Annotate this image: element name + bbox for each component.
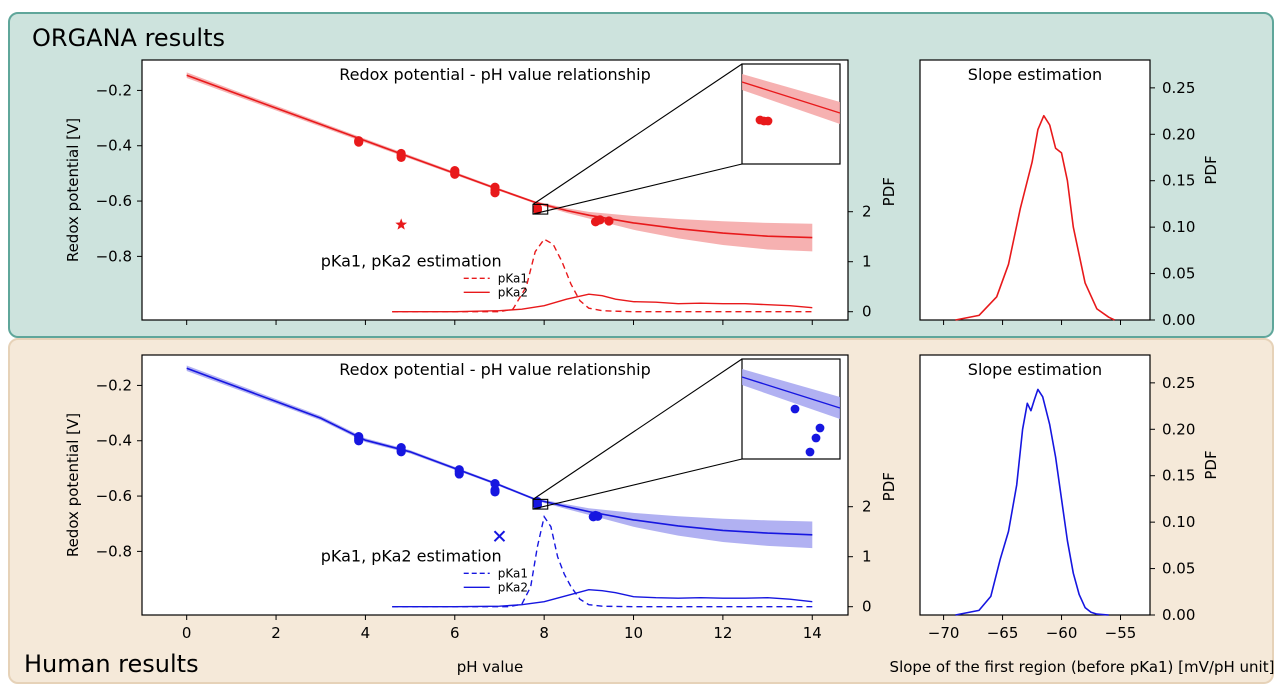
human-redox-pdf-tick-label: 0 [862,598,872,616]
organa-redox-legend-pka2-label: pKa2 [498,285,528,299]
human-redox-y-tick-label: −0.4 [96,432,132,450]
human-redox-data-point [455,469,464,478]
organa-slope-plot-area [920,60,1150,320]
organa-slope-y-axis-label: PDF [1202,155,1220,184]
organa-redox-pdf-axis-label: PDF [880,177,898,206]
human-slope-chart-title: Slope estimation [968,360,1102,379]
human-redox-pdf-axis-label: PDF [880,472,898,501]
organa-slope-y-tick-label: 0.25 [1162,79,1195,97]
organa-redox-pdf-tick-label: 2 [862,203,872,221]
organa-redox-chart-title: Redox potential - pH value relationship [339,65,650,84]
human-slope-y-tick-label: 0.20 [1162,420,1195,438]
human-redox-legend-pka2-label: pKa2 [498,580,528,594]
organa-redox-y-tick-label: −0.6 [96,192,132,210]
human-redox-data-point [593,512,602,521]
human-redox-x-tick-label: 8 [539,624,549,642]
human-slope-y-tick-label: 0.25 [1162,374,1195,392]
human-redox-x-tick-label: 2 [271,624,281,642]
human-slope-y-axis-label: PDF [1202,450,1220,479]
human-redox-x-tick-label: 14 [803,624,822,642]
human-slope-x-tick-label: −60 [1046,624,1078,642]
human-slope-plot-area [920,355,1150,615]
slope-x-axis-label: Slope of the first region (before pKa1) … [890,658,1275,676]
human-redox-y-tick-label: −0.2 [96,376,132,394]
organa-redox-y-tick-label: −0.4 [96,137,132,155]
human-redox-pdf-tick-label: 2 [862,498,872,516]
human-redox-x-tick-label: 12 [713,624,732,642]
human-redox-y-axis-label: Redox potential [V] [64,413,82,557]
organa-redox-y-tick-label: −0.8 [96,247,132,265]
organa-redox-inset-point [764,117,773,126]
organa-redox-y-tick-label: −0.2 [96,81,132,99]
human-redox-data-point [354,436,363,445]
organa-results-label: ORGANA results [32,24,225,52]
human-redox-y-tick-label: −0.6 [96,487,132,505]
human-redox-inset-point [812,434,821,443]
human-redox-chart: Redox potential - pH value relationship p… [64,355,898,642]
human-slope-y-tick-label: 0.05 [1162,560,1195,578]
human-redox-y-tick-label: −0.8 [96,542,132,560]
human-redox-x-tick-label: 0 [182,624,192,642]
human-redox-x-tick-label: 4 [361,624,371,642]
human-slope-x-tick-label: −55 [1105,624,1137,642]
organa-redox-pdf-tick-label: 1 [862,253,872,271]
human-slope-chart: Slope estimation −70 −65 −60 −55 0.00 0.05 0.10… [920,355,1220,642]
human-redox-x-tick-label: 10 [624,624,643,642]
human-redox-pdf-tick-label: 1 [862,548,872,566]
organa-redox-pdf-tick-label: 0 [862,303,872,321]
organa-redox-data-point [354,138,363,147]
organa-redox-legend-pka1-label: pKa1 [498,271,528,285]
human-redox-data-point [490,487,499,496]
human-redox-inset-point [791,405,800,414]
human-redox-pdf-annotation: pKa1, pKa2 estimation [321,547,502,566]
human-slope-x-tick-label: −65 [987,624,1019,642]
redox-x-axis-label: pH value [457,658,524,676]
organa-redox-data-point [450,170,459,179]
organa-redox-y-axis-label: Redox potential [V] [64,118,82,262]
human-redox-x-tick-label: 6 [450,624,460,642]
organa-redox-pdf-annotation: pKa1, pKa2 estimation [321,252,502,271]
human-redox-legend-pka1-label: pKa1 [498,566,528,580]
human-redox-inset-point [816,424,825,433]
organa-slope-chart: Slope estimation 0.00 0.05 0.10 0.15 0.20 0.25… [920,60,1220,329]
human-redox-data-point [397,447,406,456]
organa-slope-y-tick-label: 0.15 [1162,172,1195,190]
organa-redox-data-point [604,216,613,225]
human-slope-y-tick-label: 0.00 [1162,606,1195,624]
organa-slope-y-tick-label: 0.00 [1162,311,1195,329]
organa-slope-y-tick-label: 0.05 [1162,265,1195,283]
human-slope-y-tick-label: 0.15 [1162,467,1195,485]
organa-redox-data-point [490,188,499,197]
human-redox-chart-title: Redox potential - pH value relationship [339,360,650,379]
organa-slope-y-tick-label: 0.10 [1162,218,1195,236]
human-results-label: Human results [24,650,199,678]
organa-redox-data-point [595,215,604,224]
organa-redox-data-point [397,153,406,162]
organa-redox-chart: Redox potential - pH value relationship p… [64,60,898,325]
human-slope-y-tick-label: 0.10 [1162,513,1195,531]
organa-slope-y-tick-label: 0.20 [1162,125,1195,143]
human-redox-inset-point [806,448,815,457]
organa-slope-chart-title: Slope estimation [968,65,1102,84]
human-slope-x-tick-label: −70 [928,624,960,642]
